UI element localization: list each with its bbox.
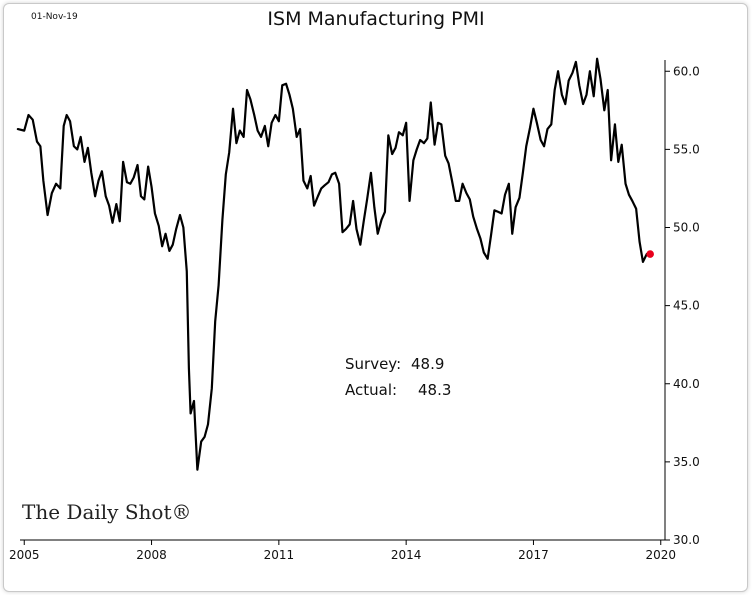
y-tick-label: 40.0 [673,377,700,391]
actual-label: Actual: [345,381,397,399]
survey-value: 48.9 [411,355,444,373]
x-tick-label: 2008 [136,548,167,562]
y-tick-label: 60.0 [673,64,700,78]
x-tick-label: 2005 [9,548,40,562]
the-daily-shot-logo: The Daily Shot® [22,500,191,524]
x-tick-label: 2011 [264,548,295,562]
x-tick-label: 2017 [518,548,549,562]
chart-title: ISM Manufacturing PMI [267,8,485,30]
date-label: 01-Nov-19 [31,12,78,22]
y-tick-label: 50.0 [673,221,700,235]
survey-label: Survey: [345,355,401,373]
y-tick-label: 30.0 [673,533,700,547]
chart-frame [3,3,748,592]
latest-value-marker [646,250,654,258]
x-tick-label: 2020 [645,548,676,562]
actual-value: 48.3 [418,381,451,399]
x-tick-label: 2014 [391,548,422,562]
pmi-series-line [16,57,648,471]
y-tick-label: 55.0 [673,142,700,156]
y-tick-label: 45.0 [673,299,700,313]
y-tick-label: 35.0 [673,455,700,469]
